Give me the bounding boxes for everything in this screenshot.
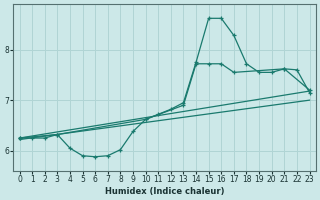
X-axis label: Humidex (Indice chaleur): Humidex (Indice chaleur) bbox=[105, 187, 224, 196]
